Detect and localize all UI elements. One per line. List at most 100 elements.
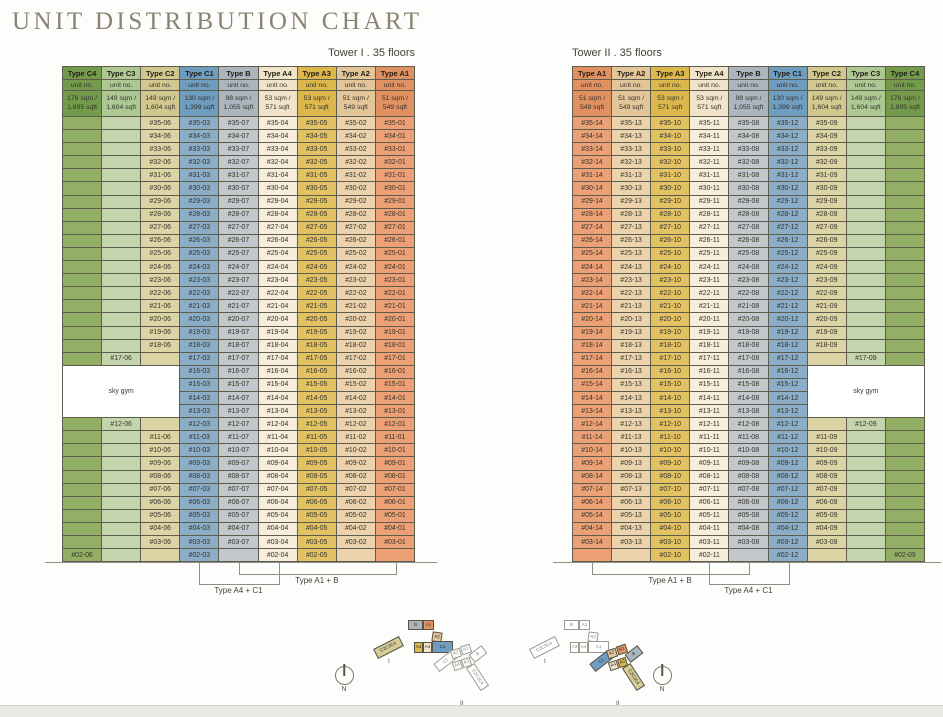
unit-cell: #21-08 xyxy=(728,299,769,314)
tower2-brackets: Type A1 + B Type A4 + C1 xyxy=(572,563,925,605)
unit-cell: #25-13 xyxy=(611,246,652,262)
unit-cell: #07-14 xyxy=(571,482,613,497)
unit-cell: #07-10 xyxy=(650,482,691,497)
unit-cell: #18-11 xyxy=(689,338,730,353)
unit-cell: #10-10 xyxy=(650,443,691,458)
unit-cell: #11-03 xyxy=(179,430,220,445)
unit-cell: #12-09 xyxy=(845,417,886,432)
bracket-label: Type A4 + C1 xyxy=(214,586,263,596)
unit-cell xyxy=(61,508,103,523)
unit-cell: #34-09 xyxy=(806,129,847,144)
unit-cell: #32-03 xyxy=(179,155,220,170)
unit-cell: #15-08 xyxy=(728,377,769,392)
unit-cell xyxy=(884,142,926,157)
unit-cell: #35-06 xyxy=(140,115,181,131)
unit-cell: #10-14 xyxy=(571,443,613,458)
unit-cell: #21-03 xyxy=(179,299,220,314)
tower1-block-c2c3c4: C2C3C4 xyxy=(529,636,560,659)
unit-cell: #32-05 xyxy=(296,155,337,170)
unit-cell: #29-07 xyxy=(218,194,259,209)
unit-cell: #20-14 xyxy=(571,312,613,327)
column-header: Type B xyxy=(728,66,769,80)
unit-cell: #08-13 xyxy=(611,469,652,484)
unit-cell: #14-07 xyxy=(218,390,259,406)
bracket xyxy=(709,563,790,586)
unit-cell: #35-03 xyxy=(179,115,220,131)
column-header: Type A3 xyxy=(650,66,691,80)
area-cell: 98 sqm / 1,055 sqft xyxy=(218,90,259,117)
unit-cell: #22-09 xyxy=(806,286,847,301)
unit-cell: #31-10 xyxy=(650,168,691,183)
tower1-block-a1: A1 xyxy=(423,620,434,630)
unit-cell: #32-04 xyxy=(257,155,298,170)
unit-cell: #30-04 xyxy=(257,181,298,196)
unit-cell: #25-02 xyxy=(335,246,376,262)
unit-cell: #15-07 xyxy=(218,377,259,392)
unit-cell: #31-11 xyxy=(689,168,730,183)
unit-cell xyxy=(140,548,181,563)
area-cell: 149 sqm / 1,604 sqft xyxy=(101,90,142,117)
unit-cell: #24-06 xyxy=(140,260,181,275)
unit-cell xyxy=(61,521,103,537)
unit-cell xyxy=(884,260,926,275)
area-cell: 51 sqm / 549 sqft xyxy=(571,90,613,117)
unit-cell: #24-09 xyxy=(806,260,847,275)
unit-cell: #18-08 xyxy=(728,338,769,353)
unit-cell xyxy=(61,286,103,301)
unit-cell: #11-02 xyxy=(335,430,376,445)
unit-cell: #09-07 xyxy=(218,456,259,471)
unit-cell xyxy=(845,482,886,497)
unit-cell: #18-10 xyxy=(650,338,691,353)
unit-cell: #06-13 xyxy=(611,495,652,510)
bracket-label: Type A1 + B xyxy=(648,576,692,586)
unit-cell: #08-04 xyxy=(257,469,298,484)
unit-cell: #14-13 xyxy=(611,390,652,406)
unit-cell: #09-13 xyxy=(611,456,652,471)
unit-cell xyxy=(374,548,416,563)
unit-cell: #26-04 xyxy=(257,233,298,248)
unit-cell: #29-05 xyxy=(296,194,337,209)
unit-cell: #25-05 xyxy=(296,246,337,262)
unit-cell xyxy=(101,469,142,484)
unit-cell: #13-08 xyxy=(728,404,769,419)
floor-row: #30-06 #30-03 #30-07 #30-04 #30-05 #30-02 #30-… xyxy=(61,181,416,196)
unit-cell: #05-06 xyxy=(140,508,181,523)
unit-cell xyxy=(61,246,103,262)
unit-cell xyxy=(884,207,926,222)
unit-cell: #24-07 xyxy=(218,260,259,275)
unit-cell: #26-14 xyxy=(571,233,613,248)
unit-cell: #12-04 xyxy=(257,417,298,432)
unit-cell xyxy=(845,194,886,209)
unit-cell: #34-14 xyxy=(571,129,613,144)
unit-cell xyxy=(884,299,926,314)
unit-cell xyxy=(61,220,103,235)
unit-cell: #33-03 xyxy=(179,142,220,157)
unit-cell: #18-03 xyxy=(179,338,220,353)
unit-cell: #31-03 xyxy=(179,168,220,183)
unit-cell xyxy=(884,495,926,510)
unit-cell: #21-02 xyxy=(335,299,376,314)
unit-cell xyxy=(845,534,886,550)
unit-cell: #10-02 xyxy=(335,443,376,458)
floor-row: #26-14 #26-13 #26-10 #26-11 #26-08 #26-12 #26-… xyxy=(571,233,926,248)
unit-cell: #28-10 xyxy=(650,207,691,222)
unit-cell: #19-02 xyxy=(335,325,376,340)
north-arrow-icon xyxy=(652,664,672,685)
unit-cell: #23-02 xyxy=(335,273,376,288)
unit-cell xyxy=(845,260,886,275)
tower1-block-a1: A1 xyxy=(579,620,590,630)
unit-cell: #10-09 xyxy=(806,443,847,458)
unit-cell: #08-06 xyxy=(140,469,181,484)
unit-cell: #18-01 xyxy=(374,338,416,353)
unit-cell: #19-01 xyxy=(374,325,416,340)
unit-cell: #23-05 xyxy=(296,273,337,288)
column-header: Type A2 xyxy=(335,66,376,80)
unit-no-cell: unit no. xyxy=(140,79,181,91)
unit-cell xyxy=(61,233,103,248)
column-header: Type C2 xyxy=(806,66,847,80)
floor-row: #27-06 #27-03 #27-07 #27-04 #27-05 #27-02 #27-… xyxy=(61,220,416,235)
unit-cell: #28-03 xyxy=(179,207,220,222)
unit-cell: #08-02 xyxy=(335,469,376,484)
unit-cell: #09-02 xyxy=(335,456,376,471)
floor-row: #29-06 #29-03 #29-07 #29-04 #29-05 #29-02 #29-… xyxy=(61,194,416,209)
